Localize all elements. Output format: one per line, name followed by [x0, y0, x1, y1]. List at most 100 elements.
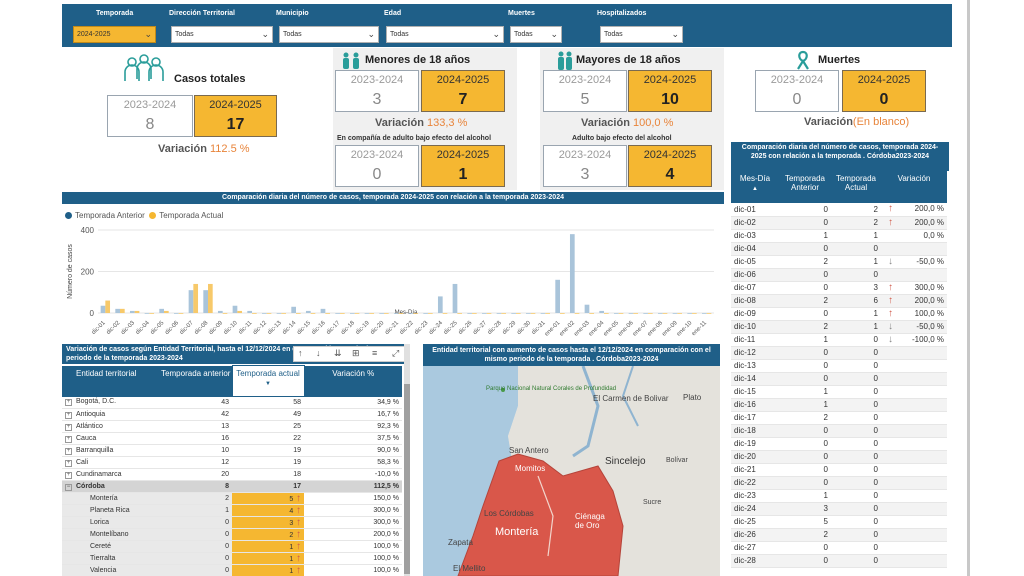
table-row[interactable]: + Cauca 16 22 37,5 %: [62, 432, 402, 445]
bar: [516, 313, 521, 314]
column-header[interactable]: Temporada Anterior: [779, 171, 831, 203]
bar: [105, 300, 111, 313]
entity-cell: + Barranquilla: [62, 444, 160, 457]
table-row[interactable]: + Cali 12 19 58,3 %: [62, 456, 402, 469]
table-row[interactable]: Lorica 0 3 ↑ 300,0 %: [62, 516, 402, 529]
table-row[interactable]: dic-21 0 0: [731, 463, 947, 477]
x-tick-label: dic-15: [296, 320, 312, 336]
table-row[interactable]: dic-16 1 0: [731, 398, 947, 412]
kpi-prev-box: 2023-2024 0: [755, 70, 839, 112]
table-row[interactable]: dic-03 1 1 0,0 %: [731, 229, 947, 243]
expand-icon[interactable]: +: [65, 459, 72, 467]
edad-dropdown[interactable]: Todas ⌄: [386, 26, 504, 43]
table-row[interactable]: − Córdoba 8 17 112,5 %: [62, 480, 402, 493]
cur-value: 0: [873, 556, 878, 565]
table-row[interactable]: dic-27 0 0: [731, 541, 947, 555]
column-header[interactable]: Variación %: [304, 365, 402, 397]
column-header-sorted[interactable]: Temporada actual ▼: [231, 365, 305, 397]
territorial-map[interactable]: Parque Nacional Natural Corales de Profu…: [423, 366, 720, 576]
prev-cell: 0: [779, 554, 831, 568]
table-row[interactable]: dic-22 0 0: [731, 476, 947, 490]
entity-cell: + Antioquia: [62, 408, 160, 421]
table-row[interactable]: dic-07 0 3 ↑ 300,0 %: [731, 281, 947, 295]
variation-cell: [881, 489, 947, 503]
page-scrollbar[interactable]: [967, 0, 970, 576]
temporada-dropdown[interactable]: 2024-2025 ⌄: [73, 26, 156, 43]
table-row[interactable]: dic-14 0 0: [731, 372, 947, 386]
table-row[interactable]: + Barranquilla 10 19 90,0 %: [62, 444, 402, 457]
table-row[interactable]: Tierralta 0 1 ↑ 100,0 %: [62, 552, 402, 565]
cur-value: 0: [873, 530, 878, 539]
table-row[interactable]: dic-28 0 0: [731, 554, 947, 568]
scrollbar-thumb[interactable]: [404, 384, 410, 574]
direccion-dropdown[interactable]: Todas ⌄: [171, 26, 273, 43]
table-row[interactable]: dic-17 2 0: [731, 411, 947, 425]
drill-up-icon[interactable]: ↑: [298, 348, 303, 358]
table-row[interactable]: dic-25 5 0: [731, 515, 947, 529]
table-row[interactable]: dic-01 0 2 ↑ 200,0 %: [731, 203, 947, 217]
collapse-icon[interactable]: −: [65, 483, 72, 491]
table-row[interactable]: Cereté 0 1 ↑ 100,0 %: [62, 540, 402, 553]
table-row[interactable]: Montería 2 5 ↑ 150,0 %: [62, 492, 402, 505]
table-row[interactable]: dic-09 0 1 ↑ 100,0 %: [731, 307, 947, 321]
table-row[interactable]: dic-08 2 6 ↑ 200,0 %: [731, 294, 947, 308]
table-row[interactable]: Montelíbano 0 2 ↑ 200,0 %: [62, 528, 402, 541]
cur-cell: 0: [831, 450, 881, 464]
bar: [496, 313, 502, 314]
table-row[interactable]: Valencia 0 1 ↑ 100,0 %: [62, 564, 402, 576]
table-row[interactable]: dic-12 0 0: [731, 346, 947, 360]
variation-cell: ↓ -50,0 %: [881, 255, 947, 269]
cur-cell: 0: [831, 437, 881, 451]
variation-cell: ↑ 200,0 %: [881, 294, 947, 308]
variation-cell: [881, 398, 947, 412]
scrollbar[interactable]: [404, 344, 410, 576]
expand-icon[interactable]: +: [65, 447, 72, 455]
x-tick-label: dic-04: [135, 320, 151, 336]
table-row[interactable]: dic-26 2 0: [731, 528, 947, 542]
drill-down-icon[interactable]: ↓: [316, 348, 321, 358]
expand-icon[interactable]: +: [65, 435, 72, 443]
table-row[interactable]: dic-18 0 0: [731, 424, 947, 438]
focus-mode-icon[interactable]: ⤢: [392, 348, 400, 358]
table-row[interactable]: dic-10 2 1 ↓ -50,0 %: [731, 320, 947, 334]
expand-icon[interactable]: +: [65, 423, 72, 431]
expand-icon[interactable]: +: [65, 399, 72, 407]
cur-cell: 3 ↑: [232, 516, 304, 529]
table-row[interactable]: dic-06 0 0: [731, 268, 947, 282]
table-row[interactable]: + Atlántico 13 25 92,3 %: [62, 420, 402, 433]
table-row[interactable]: dic-23 1 0: [731, 489, 947, 503]
x-tick-label: dic-17: [326, 320, 342, 336]
expand-icon[interactable]: ⇊: [334, 348, 342, 358]
column-header[interactable]: Variación: [881, 171, 947, 203]
arrow-up-icon: ↑: [293, 564, 301, 576]
table-row[interactable]: + Cundinamarca 20 18 -10,0 %: [62, 468, 402, 481]
column-header[interactable]: Mes-Día ▲: [731, 171, 779, 203]
table-row[interactable]: dic-20 0 0: [731, 450, 947, 464]
table-row[interactable]: dic-15 1 0: [731, 385, 947, 399]
prev-cell: 42: [160, 408, 232, 421]
hospitalizados-dropdown[interactable]: Todas ⌄: [600, 26, 683, 43]
table-row[interactable]: dic-11 1 0 ↓ -100,0 %: [731, 333, 947, 347]
table-row[interactable]: dic-19 0 0: [731, 437, 947, 451]
table-row[interactable]: dic-02 0 2 ↑ 200,0 %: [731, 216, 947, 230]
table-row[interactable]: + Bogotá, D.C. 43 58 34,9 %: [62, 396, 402, 409]
table-row[interactable]: Planeta Rica 1 4 ↑ 300,0 %: [62, 504, 402, 517]
expand-icon[interactable]: +: [65, 411, 72, 419]
column-header[interactable]: Temporada anterior: [160, 365, 232, 397]
muertes-dropdown[interactable]: Todas ⌄: [510, 26, 562, 43]
municipio-dropdown[interactable]: Todas ⌄: [279, 26, 379, 43]
entity-cell: + Atlántico: [62, 420, 160, 433]
bar: [481, 313, 487, 314]
expand-icon[interactable]: +: [65, 471, 72, 479]
column-header[interactable]: Temporada Actual: [831, 171, 881, 203]
bar: [208, 283, 213, 313]
table-row[interactable]: + Antioquia 42 49 16,7 %: [62, 408, 402, 421]
hierarchy-icon[interactable]: ⊞: [352, 348, 360, 358]
variation-cell: [881, 372, 947, 386]
column-header[interactable]: Entidad territorial: [62, 365, 160, 397]
table-row[interactable]: dic-04 0 0: [731, 242, 947, 256]
table-row[interactable]: dic-05 2 1 ↓ -50,0 %: [731, 255, 947, 269]
table-row[interactable]: dic-24 3 0: [731, 502, 947, 516]
filter-icon[interactable]: ≡: [372, 348, 378, 358]
table-row[interactable]: dic-13 0 0: [731, 359, 947, 373]
